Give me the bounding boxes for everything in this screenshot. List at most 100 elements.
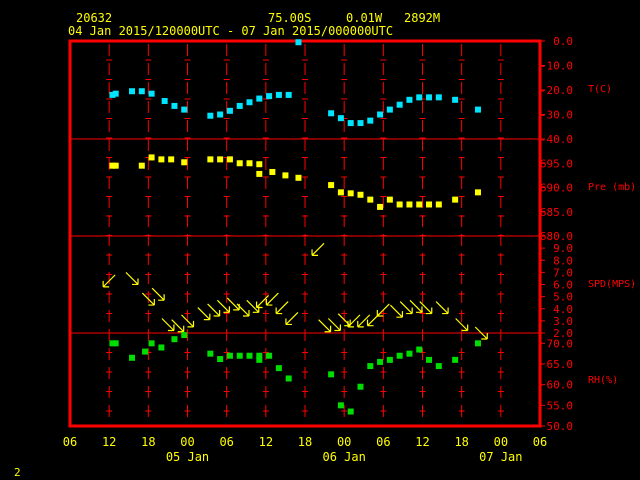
pres-point [282,172,289,179]
rh-point [109,340,116,347]
temp-ytick-label: -30.0 [540,109,573,122]
x-tick-label: 18 [141,435,155,449]
rh-point [275,365,282,372]
x-tick-label: 00 [337,435,351,449]
rh-ytick-label: 55.0 [547,399,574,412]
pres-point [168,156,175,163]
wind-ytick-label: 2.0 [553,327,573,340]
temp-point [161,98,168,105]
rh-ytick-label: 65.0 [547,358,574,371]
wind-ytick-label: 9.0 [553,242,573,255]
temp-ytick-label: -20.0 [540,84,573,97]
wind-ytick-label: 6.0 [553,279,573,292]
wind-arrow [275,301,289,315]
temp-ytick-label: -40.0 [540,133,573,146]
rh-point [256,352,263,359]
pres-point [158,156,165,163]
temp-point [266,93,273,100]
temp-point [246,99,253,106]
wind-arrow [125,272,139,286]
wind-arrow [285,312,299,326]
rh-point [426,356,433,363]
pres-point [207,156,214,163]
wind-arrow [327,318,341,332]
rh-point [285,375,292,382]
wind-arrow [347,314,361,328]
temp-point [416,94,423,101]
wind-arrow [357,314,371,328]
pres-axis-title: Pre (mb) [588,182,636,193]
wind-ytick-label: 5.0 [553,291,573,304]
wind-arrow [207,303,221,317]
temp-ytick-label: 0.0 [553,35,573,48]
x-tick-label: 18 [454,435,468,449]
pres-point [256,170,263,177]
wind-arrow [409,299,423,313]
x-tick-label: 18 [298,435,312,449]
rh-point [396,352,403,359]
rh-ytick-label: 60.0 [547,379,574,392]
pres-point [109,162,116,169]
temp-point [435,94,442,101]
wind-arrow [255,295,269,309]
rh-axis-title: RH(%) [588,375,618,386]
temp-point [109,91,116,98]
rh-point [452,356,459,363]
rh-point [337,402,344,409]
temp-point [295,39,302,46]
wind-arrow [197,307,211,321]
longitude: 0.01W [346,11,383,25]
temp-point [138,88,145,95]
x-tick-label: 06 [376,435,390,449]
wind-ytick-label: 3.0 [553,315,573,328]
rh-point [236,352,243,359]
rh-point [246,352,253,359]
x-day-label: 06 Jan [322,450,365,464]
pres-point [347,190,354,197]
x-tick-label: 12 [102,435,116,449]
pres-ytick-label: 680.0 [540,230,573,243]
wind-arrow [236,303,250,317]
rh-point [207,350,214,357]
x-tick-label: 06 [63,435,77,449]
pres-point [386,196,393,203]
wind-arrow [389,304,403,318]
temp-point [386,106,393,113]
temp-point [275,91,282,98]
rh-point [367,363,374,370]
rh-point [129,354,136,361]
pres-point [416,201,423,208]
temp-point [426,94,433,101]
pres-point [256,161,263,168]
pres-point [138,162,145,169]
pres-point [269,168,276,175]
temp-point [337,115,344,122]
pres-point [357,191,364,198]
rh-point [148,340,155,347]
time-period: 04 Jan 2015/120000UTC - 07 Jan 2015/0000… [68,24,394,38]
pres-point [367,196,374,203]
pres-ytick-label: 685.0 [540,206,573,219]
wind-arrow [151,287,165,301]
rh-point [377,358,384,365]
page-number: 2 [14,466,21,479]
elevation: 2892M [404,11,441,25]
x-tick-label: 12 [259,435,273,449]
pres-point [377,203,384,210]
temp-point [112,90,119,97]
rh-point [474,340,481,347]
pres-ytick-label: 695.0 [540,157,573,170]
rh-point [266,352,273,359]
wind-arrow [161,318,175,332]
wind-arrow [455,318,469,332]
wind-ytick-label: 8.0 [553,254,573,267]
latitude: 75.00S [268,11,312,25]
temp-point [347,120,354,127]
wind-arrow [171,319,185,333]
temp-point [328,110,335,117]
temp-point [452,96,459,103]
rh-point [181,332,188,339]
x-tick-label: 00 [180,435,194,449]
wind-arrow [376,303,390,317]
